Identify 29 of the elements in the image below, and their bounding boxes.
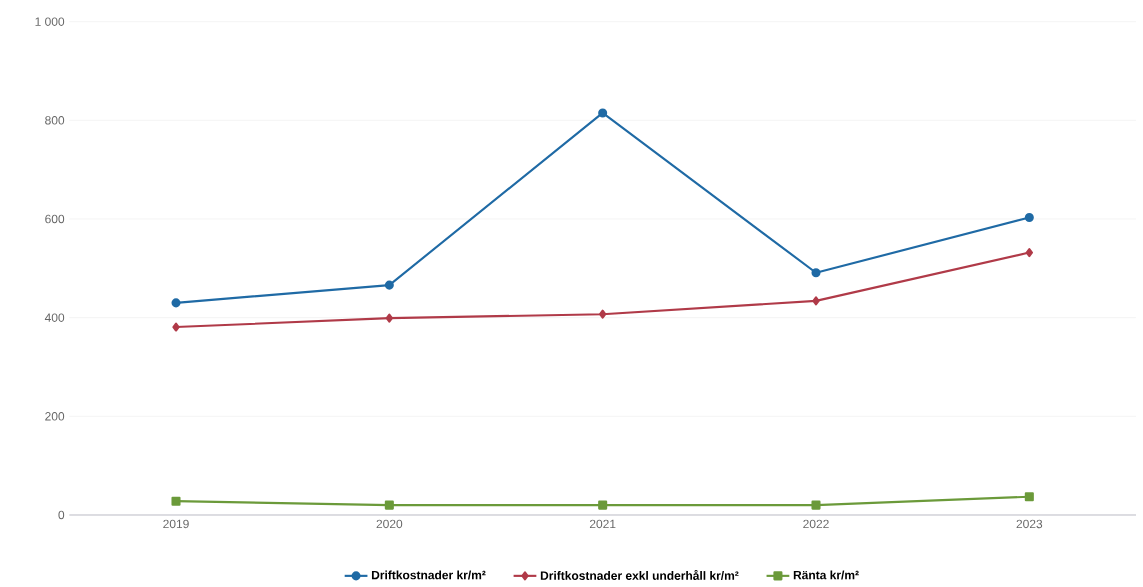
point	[1024, 212, 1034, 222]
point	[811, 500, 821, 510]
y-tick-label: 0	[58, 510, 65, 520]
legend-label: Driftkostnader exkl underhåll kr/m²	[540, 569, 739, 580]
y-tick-label: 200	[45, 412, 65, 421]
x-tick-label: 2019	[163, 519, 189, 529]
x-tick-label: 2022	[803, 519, 829, 529]
point	[812, 296, 820, 306]
x-tick-label: 2020	[376, 519, 403, 529]
y-tick-label: 1 000	[35, 17, 65, 26]
legend-label: Ränta kr/m²	[793, 570, 859, 580]
point	[384, 280, 394, 290]
point	[811, 268, 821, 278]
point	[171, 496, 181, 506]
point	[171, 298, 181, 308]
point	[1024, 492, 1034, 502]
point	[385, 313, 394, 323]
point	[172, 322, 180, 332]
y-tick-label: 400	[44, 313, 65, 322]
x-tick-label: 2023	[1016, 519, 1043, 529]
point	[599, 309, 607, 319]
legend-label: Driftkostnader kr/m²	[371, 570, 486, 580]
point	[384, 500, 394, 510]
point	[598, 500, 608, 510]
x-tick-label: 2021	[589, 519, 616, 529]
y-tick-label: 800	[45, 116, 65, 125]
y-tick-label: 600	[45, 214, 65, 224]
point	[598, 108, 608, 118]
point	[1025, 247, 1033, 258]
